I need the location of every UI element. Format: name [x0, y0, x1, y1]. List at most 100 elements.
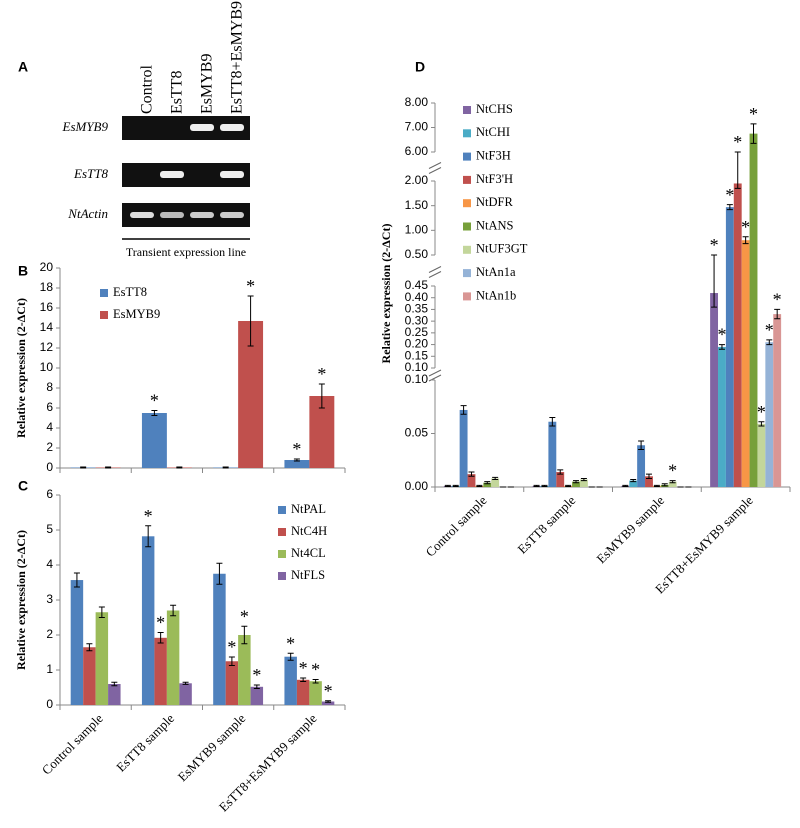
legend-label: NtC4H	[291, 524, 327, 538]
error-bar	[580, 477, 587, 482]
error-bar	[80, 466, 87, 469]
gel-lane-labels: Control EsTT8 EsMYB9 EsTT8+EsMYB9	[139, 1, 246, 114]
y-tick-label: 0.35	[405, 302, 429, 316]
y-tick-label: 0	[46, 460, 53, 474]
gene-label: EsMYB9	[62, 119, 109, 134]
error-bar	[750, 123, 757, 144]
error-bar	[157, 632, 164, 644]
error-bar	[549, 416, 556, 427]
y-tick-label: 0.50	[405, 247, 429, 261]
bar	[296, 679, 310, 705]
gel-band	[220, 124, 244, 131]
gel-band	[190, 212, 214, 218]
y-tick-label: 2.00	[405, 173, 429, 187]
significance-mark: *	[773, 290, 782, 310]
axis-break	[428, 369, 442, 382]
legend-swatch	[463, 245, 471, 254]
bar	[645, 476, 653, 487]
legend-swatch	[278, 506, 286, 514]
bar	[213, 573, 226, 705]
gene-label: EsTT8	[73, 166, 108, 181]
significance-mark: *	[150, 391, 159, 411]
error-bar	[565, 484, 572, 487]
y-tick-label: 1.50	[405, 198, 429, 212]
bar	[556, 472, 565, 487]
significance-mark: *	[156, 613, 165, 633]
significance-mark: *	[240, 606, 249, 626]
y-tick-label: 1.00	[405, 223, 429, 237]
significance-mark: *	[286, 633, 295, 653]
y-tick-label: 20	[40, 260, 54, 274]
error-bar	[661, 483, 668, 487]
legend-swatch	[278, 550, 286, 558]
panel-label: B	[18, 263, 28, 279]
bar	[710, 293, 719, 487]
y-axis-title: Relative expression (2-ΔCt)	[14, 298, 28, 438]
error-bar	[176, 466, 183, 469]
significance-mark: *	[725, 185, 734, 205]
panel-label: D	[415, 59, 425, 75]
x-tick-label: EsTT8+EsMYB9 sample	[652, 492, 756, 596]
x-tick-label: EsMYB9 sample	[175, 710, 249, 784]
bar	[749, 133, 758, 487]
significance-mark: *	[668, 461, 677, 481]
y-tick-label: 8.00	[405, 95, 429, 109]
bar	[725, 207, 734, 487]
bar	[459, 409, 468, 487]
y-tick-label: 0	[46, 697, 53, 711]
bar	[95, 612, 109, 705]
bar	[179, 683, 192, 705]
lane-label: EsMYB9	[199, 54, 216, 114]
legend-label: NtF3'H	[476, 172, 513, 186]
significance-mark: *	[749, 104, 758, 124]
y-tick-label: 0.20	[405, 337, 429, 351]
error-bar	[573, 480, 580, 484]
legend-label: EsTT8	[113, 285, 147, 299]
bar	[284, 656, 297, 705]
y-tick-label: 14	[40, 320, 54, 334]
bar	[108, 684, 121, 705]
axis-break	[428, 162, 442, 174]
legend-label: NtAn1b	[476, 288, 516, 302]
gel-band	[220, 212, 244, 218]
gel-band	[160, 212, 184, 218]
bar	[637, 445, 646, 487]
y-tick-label: 0.10	[405, 360, 429, 374]
lane-label: Control	[139, 65, 156, 114]
error-bar	[325, 700, 332, 703]
bar	[284, 460, 310, 468]
legend-swatch	[463, 152, 471, 161]
error-bar	[216, 562, 223, 585]
bar	[321, 701, 335, 705]
error-bar	[105, 466, 112, 469]
legend-label: NtF3H	[476, 148, 511, 162]
error-bar	[774, 308, 781, 320]
bar	[309, 681, 322, 705]
y-tick-label: 0.40	[405, 290, 429, 304]
y-tick-label: 4	[46, 420, 53, 434]
error-bar	[444, 484, 451, 487]
error-bar	[312, 678, 319, 684]
significance-mark: *	[317, 364, 326, 384]
y-axis-title: Relative expression (2-ΔCt)	[14, 530, 28, 670]
error-bar	[468, 471, 475, 477]
error-bar	[145, 525, 152, 548]
significance-mark: *	[246, 276, 255, 296]
error-bar	[300, 677, 307, 683]
gel-band	[220, 171, 244, 178]
error-bar	[247, 295, 254, 347]
error-bar	[111, 681, 118, 687]
error-bar	[170, 604, 177, 617]
error-bar	[742, 236, 749, 245]
bar	[741, 240, 750, 487]
error-bar	[557, 469, 564, 475]
y-tick-label: 0.30	[405, 313, 429, 327]
error-bar	[182, 681, 189, 685]
error-bar	[452, 484, 459, 487]
y-tick-label: 16	[40, 300, 54, 314]
y-tick-label: 10	[40, 360, 54, 374]
axis-break	[428, 266, 442, 278]
x-tick-label: EsTT8 sample	[113, 710, 177, 774]
